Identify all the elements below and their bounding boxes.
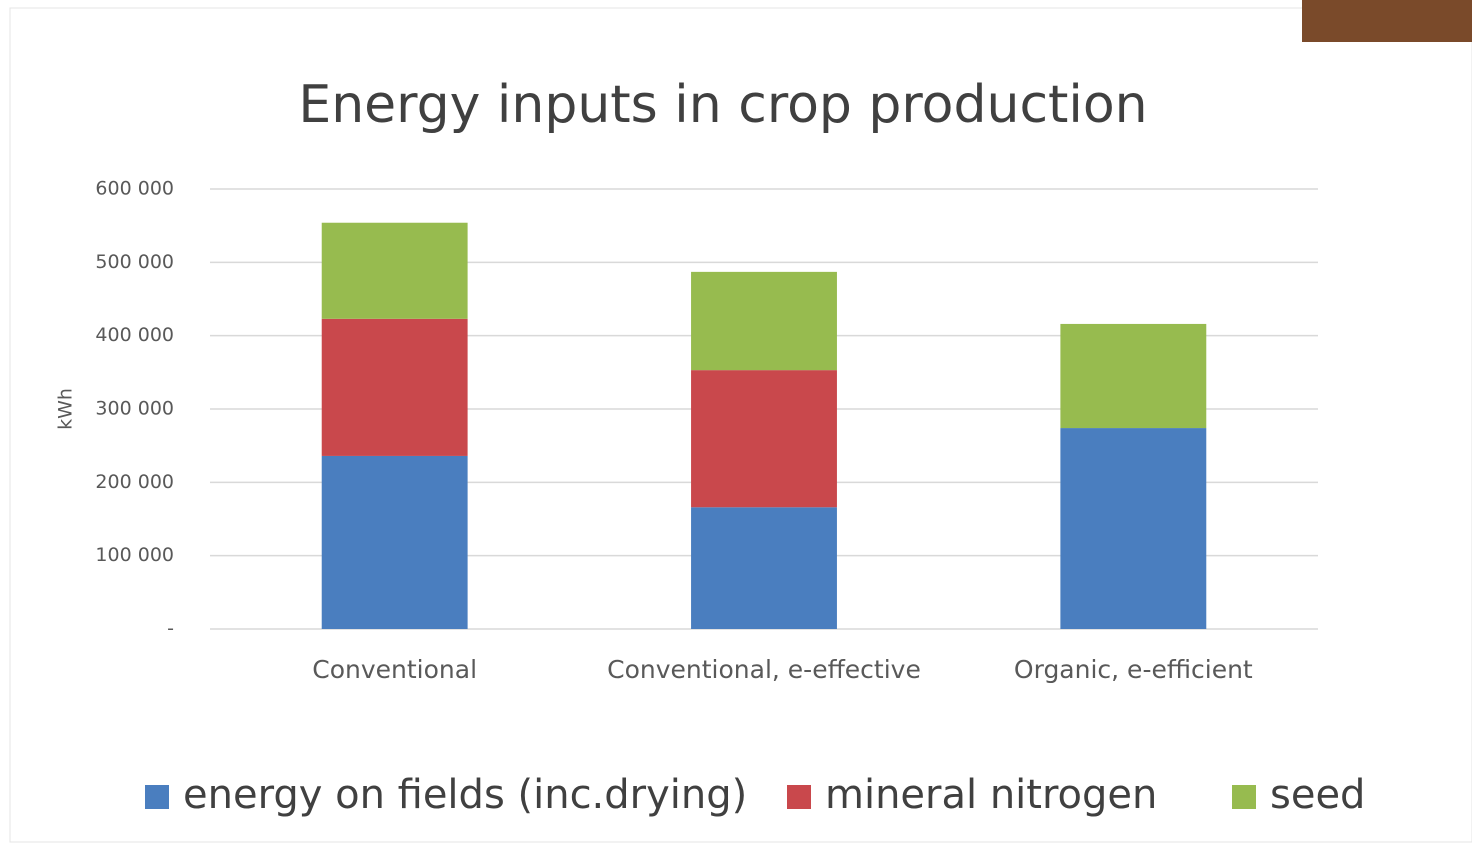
x-tick-label: Organic, e-efficient: [1014, 655, 1253, 684]
bar-segment: [691, 507, 837, 629]
legend-label: mineral nitrogen: [825, 772, 1157, 818]
legend-swatch: [1232, 785, 1256, 809]
y-tick-label: -: [167, 618, 174, 640]
bar-segment: [691, 370, 837, 508]
legend-label: energy on fields (inc.drying): [183, 772, 747, 818]
bar-segment: [691, 271, 837, 371]
y-tick-label: 400 000: [95, 324, 174, 346]
bar-segment: [321, 318, 468, 456]
x-tick-label: Conventional, e-effective: [607, 655, 921, 684]
bar-segment: [321, 222, 468, 319]
y-tick-label: 100 000: [95, 544, 174, 566]
y-axis-label: kWh: [55, 388, 77, 430]
chart-title: Energy inputs in crop production: [298, 75, 1147, 135]
y-tick-label: 600 000: [95, 178, 174, 200]
y-tick-label: 200 000: [95, 471, 174, 493]
legend-swatch: [787, 785, 811, 809]
bar-segment: [1060, 428, 1207, 629]
corner-photo: [1302, 0, 1472, 42]
bar-segment: [1060, 323, 1207, 429]
bar-segment: [321, 455, 468, 629]
legend-swatch: [145, 785, 169, 809]
y-tick-label: 300 000: [95, 398, 174, 420]
y-tick-label: 500 000: [95, 251, 174, 273]
x-tick-label: Conventional: [312, 655, 477, 684]
legend-label: seed: [1270, 772, 1365, 818]
